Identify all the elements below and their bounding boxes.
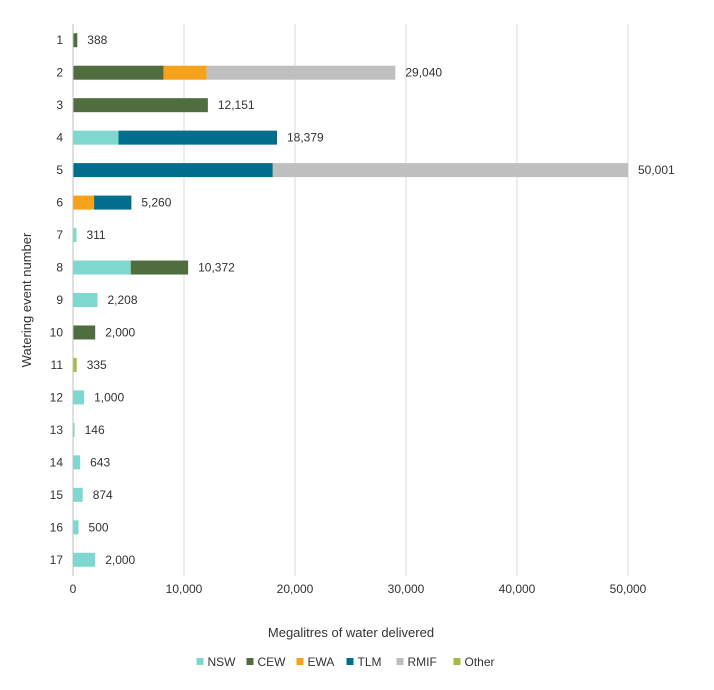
total-label: 311: [86, 228, 105, 242]
bar-segment-nsw: [73, 228, 77, 243]
y-tick-label: 2: [56, 66, 63, 80]
total-label: 335: [87, 358, 107, 372]
y-tick-label: 1: [56, 33, 63, 47]
bar-segment-tlm: [73, 163, 273, 178]
y-tick-label: 17: [50, 553, 64, 567]
legend-swatch-nsw: [196, 658, 204, 665]
total-label: 2,000: [105, 325, 135, 339]
bar-segment-tlm: [94, 195, 132, 210]
total-label: 18,379: [287, 131, 324, 145]
bar-segment-rmif: [206, 65, 396, 80]
y-tick-label: 15: [50, 488, 64, 502]
legend-swatch-tlm: [346, 658, 354, 665]
bar-segment-rmif: [272, 163, 629, 178]
bar-segment-nsw: [73, 130, 119, 145]
total-label: 2,000: [105, 553, 135, 567]
bar-segment-nsw: [73, 422, 75, 437]
total-label: 10,372: [198, 261, 235, 275]
y-tick-label: 4: [56, 131, 63, 145]
x-tick-label: 20,000: [277, 582, 314, 596]
x-tick-label: 50,000: [610, 582, 647, 596]
legend-label-ewa: EWA: [308, 655, 335, 669]
bar-segment-cew: [73, 325, 96, 340]
y-tick-label: 12: [50, 390, 64, 404]
legend: NSW CEW EWA TLM RMIF Other: [196, 655, 495, 669]
y-tick-label: 11: [51, 358, 64, 372]
bar-segment-nsw: [73, 260, 131, 275]
bar-segment-nsw: [73, 390, 85, 405]
x-axis-title: Megalitres of water delivered: [268, 625, 434, 640]
total-label: 1,000: [94, 390, 124, 404]
y-tick-label: 7: [56, 228, 63, 242]
y-axis-title: Watering event number: [19, 232, 34, 367]
bars: [73, 33, 629, 567]
total-label: 500: [89, 520, 109, 534]
x-tick-label: 10,000: [166, 582, 203, 596]
total-label: 50,001: [638, 163, 675, 177]
x-tick-label: 40,000: [499, 582, 536, 596]
bar-segment-ewa: [163, 65, 207, 80]
bar-segment-cew: [73, 98, 208, 113]
total-label: 5,260: [141, 196, 171, 210]
y-tick-label: 6: [56, 196, 63, 210]
legend-swatch-rmif: [396, 658, 404, 665]
bar-segment-cew: [130, 260, 189, 275]
x-tick-label: 30,000: [388, 582, 425, 596]
x-tick-labels: 0 10,000 20,000 30,000 40,000 50,000: [70, 582, 647, 596]
y-tick-label: 14: [50, 455, 64, 469]
y-tick-label: 16: [50, 520, 64, 534]
y-tick-label: 13: [50, 423, 64, 437]
legend-swatch-cew: [246, 658, 254, 665]
legend-swatch-other: [453, 658, 461, 665]
y-tick-label: 8: [56, 261, 63, 275]
legend-label-other: Other: [465, 655, 495, 669]
x-tick-label: 0: [70, 582, 77, 596]
total-label: 29,040: [405, 66, 442, 80]
total-label: 2,208: [108, 293, 138, 307]
total-label: 874: [93, 488, 113, 502]
bar-segment-other: [73, 357, 77, 372]
bar-segment-cew: [73, 33, 78, 48]
legend-swatch-ewa: [296, 658, 304, 665]
bar-segment-nsw: [73, 293, 98, 307]
y-tick-label: 9: [56, 293, 63, 307]
bar-segment-cew: [73, 65, 164, 80]
bar-segment-nsw: [73, 520, 79, 535]
legend-label-rmif: RMIF: [408, 655, 437, 669]
legend-label-nsw: NSW: [208, 655, 237, 669]
total-label: 643: [90, 455, 110, 469]
y-tick-label: 10: [50, 325, 64, 339]
legend-label-cew: CEW: [258, 655, 287, 669]
bar-segment-nsw: [73, 455, 81, 470]
total-label: 12,151: [218, 98, 255, 112]
total-label: 146: [85, 423, 105, 437]
y-tick-label: 5: [56, 163, 63, 177]
total-labels: 388 29,040 12,151 18,379 50,001 5,260 311 10,37…: [85, 33, 675, 567]
legend-label-tlm: TLM: [358, 655, 382, 669]
gridlines: [183, 24, 629, 576]
total-label: 388: [87, 33, 107, 47]
bar-segment-nsw: [73, 487, 83, 502]
y-tick-label: 3: [56, 98, 63, 112]
bar-segment-ewa: [73, 195, 95, 210]
bar-segment-nsw: [73, 552, 96, 567]
bar-segment-tlm: [118, 130, 278, 145]
